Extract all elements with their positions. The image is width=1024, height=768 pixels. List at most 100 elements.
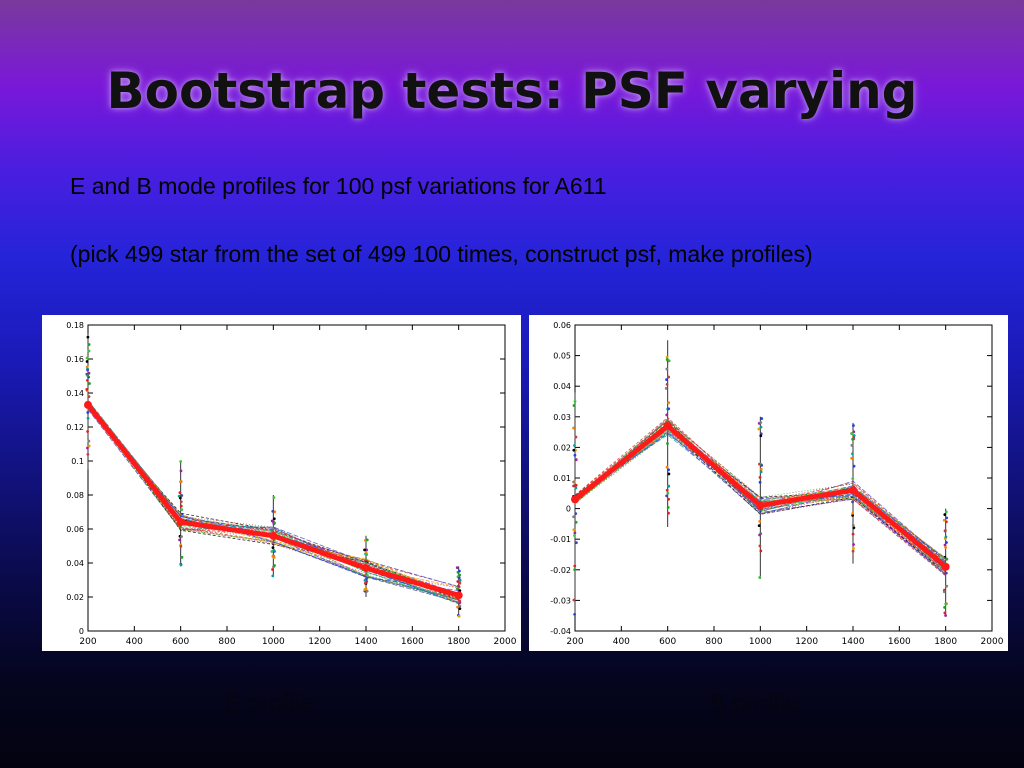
variation-marker (944, 520, 948, 524)
variation-marker (572, 404, 576, 407)
variation-marker (945, 584, 949, 588)
mean-profile-point (849, 486, 857, 495)
variation-marker (573, 564, 577, 568)
variation-marker (944, 529, 947, 532)
variation-marker (364, 552, 368, 556)
x-tick-label: 400 (126, 637, 143, 647)
x-tick-label: 1000 (749, 637, 772, 647)
mean-profile-point (84, 400, 92, 409)
variation-marker (666, 442, 669, 445)
variation-marker (272, 517, 276, 521)
variation-marker (179, 469, 183, 473)
variation-line (87, 402, 459, 598)
variation-marker (757, 524, 761, 528)
y-tick-label: 0.06 (553, 321, 571, 330)
y-tick-label: 0.04 (66, 559, 84, 568)
variation-marker (572, 448, 576, 452)
variation-marker (944, 602, 948, 606)
variation-marker (942, 518, 946, 522)
variation-marker (944, 510, 948, 514)
variation-marker (87, 444, 91, 448)
variation-marker (573, 531, 577, 535)
y-tick-label: 0.1 (71, 457, 84, 466)
mean-profile-point (454, 591, 463, 600)
variation-marker (87, 439, 91, 443)
variation-marker (574, 483, 578, 487)
variation-marker (852, 464, 856, 468)
y-tick-label: 0.18 (66, 321, 84, 330)
variation-line (87, 404, 459, 604)
variation-marker (759, 425, 763, 429)
b-profile-panel: 200 400 600 800 1000 1200 1400 1600 1800 2000 -0.0… (529, 315, 1008, 651)
variation-marker (759, 467, 763, 471)
variation-marker (942, 590, 946, 594)
y-tick-label: 0.01 (553, 474, 571, 483)
variation-marker (272, 496, 276, 499)
variation-marker (758, 475, 762, 479)
variation-marker (758, 480, 762, 484)
variation-marker (759, 470, 763, 474)
variation-marker (665, 378, 668, 381)
variation-marker (852, 547, 855, 550)
variation-marker (758, 576, 762, 579)
variation-marker (665, 367, 669, 371)
variation-marker (85, 360, 89, 363)
variation-marker (944, 614, 947, 617)
variation-line (87, 408, 459, 599)
variation-marker (852, 430, 856, 434)
variation-marker (852, 543, 855, 546)
variation-marker (179, 460, 183, 463)
variation-marker (179, 480, 183, 483)
mean-profile-point (756, 501, 765, 510)
y-tick-label: 0 (566, 505, 571, 514)
plot-frame (574, 324, 993, 632)
variation-marker (572, 515, 575, 519)
variation-marker (178, 491, 182, 495)
y-tick-label: -0.03 (550, 596, 571, 605)
variation-marker (271, 574, 275, 578)
variation-marker (458, 569, 461, 573)
x-tick-label: 800 (705, 637, 722, 647)
variation-marker (667, 472, 671, 476)
variation-marker (180, 508, 184, 512)
variation-marker (573, 534, 576, 537)
variation-marker (86, 430, 90, 433)
variation-line (87, 403, 459, 599)
variation-marker (271, 568, 274, 571)
variation-marker (86, 374, 90, 377)
variation-marker (573, 453, 577, 457)
variation-line (87, 406, 459, 598)
e-profile-panel: 200 400 600 800 1000 1200 1400 1600 1800 2000 0 0.0… (42, 315, 521, 651)
variation-marker (87, 343, 91, 346)
variation-marker (458, 581, 462, 585)
x-tick-label: 400 (613, 637, 630, 647)
variation-marker (944, 545, 948, 549)
variation-marker (179, 563, 183, 567)
variation-marker (87, 349, 91, 353)
variation-marker (573, 612, 577, 616)
variation-marker (86, 411, 90, 414)
variation-marker (572, 528, 576, 532)
x-tick-label: 1200 (308, 637, 331, 647)
variation-marker (760, 464, 764, 467)
y-tick-label: 0.02 (66, 593, 84, 602)
mean-profile-point (269, 531, 278, 540)
y-tick-label: -0.04 (550, 627, 571, 636)
mean-profile-point (362, 564, 370, 573)
mean-profile-point (941, 562, 950, 571)
variation-line (87, 403, 459, 598)
variation-marker (179, 544, 183, 548)
variation-marker (574, 520, 578, 524)
variation-marker (575, 541, 578, 545)
variation-marker (86, 416, 90, 420)
e-profile-chart: 200 400 600 800 1000 1200 1400 1600 1800 2000 0 0.0… (66, 321, 517, 647)
variation-marker (665, 488, 669, 492)
variation-marker (179, 504, 183, 508)
mean-profile-point (571, 495, 579, 504)
variation-marker (574, 435, 578, 439)
x-tick-label: 200 (79, 637, 96, 647)
variation-marker (458, 599, 462, 603)
variation-marker (87, 371, 91, 375)
variation-marker (86, 452, 90, 456)
variation-marker (665, 358, 669, 361)
